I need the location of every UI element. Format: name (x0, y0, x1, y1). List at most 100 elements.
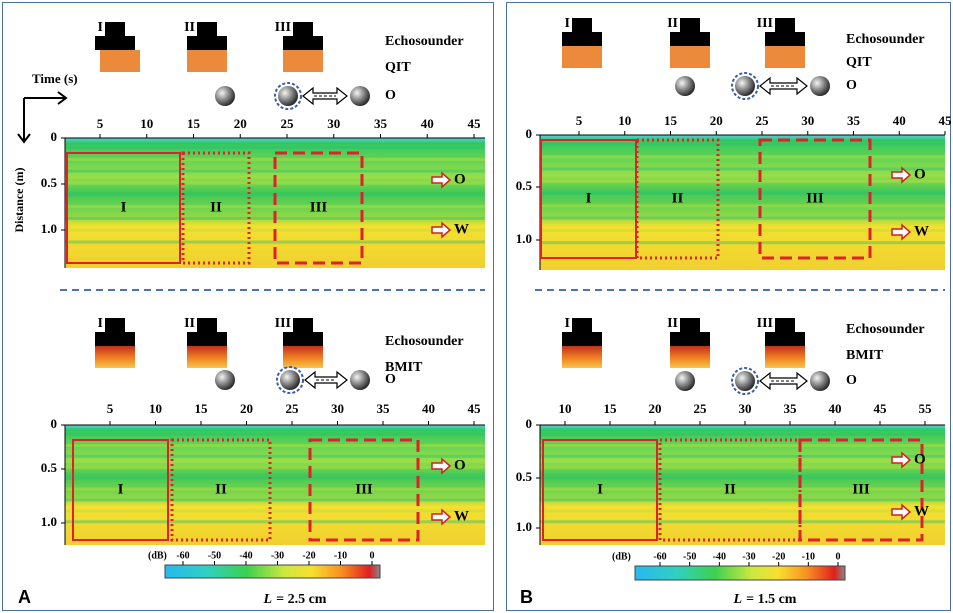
sphere (675, 76, 695, 96)
colorbar-tick-label: -40 (713, 551, 726, 562)
transducer (775, 318, 795, 332)
echogram-stripe (65, 240, 485, 244)
echogram-stripe (65, 520, 485, 524)
x-tick-label: 10 (618, 113, 631, 128)
transducer (95, 346, 135, 368)
transducer (187, 332, 227, 346)
transducer (283, 346, 323, 368)
x-tick-label: 25 (756, 113, 770, 128)
y-axis-title: Distance (m) (12, 168, 26, 233)
marker-label: W (914, 503, 929, 519)
region-box (66, 152, 181, 264)
transducer-label: III (275, 316, 291, 331)
sphere (215, 86, 235, 106)
x-tick-label: 45 (468, 116, 482, 131)
caption: L = 1.5 cm (733, 592, 797, 607)
transducer (100, 50, 140, 72)
echogram-stripe (65, 443, 485, 447)
transducer-label: III (757, 316, 773, 331)
marker-label: O (454, 457, 466, 473)
legend-label: O (846, 78, 857, 93)
x-tick-label: 40 (421, 116, 434, 131)
region-box (658, 438, 802, 542)
colorbar-unit: (dB) (148, 550, 167, 561)
marker-arrow (891, 223, 912, 241)
x-tick-label: 25 (281, 116, 295, 131)
echogram-stripe (65, 169, 485, 173)
echogram-stripe (65, 454, 485, 458)
x-tick-label: 15 (195, 401, 209, 416)
colorbar-tick-label: 0 (836, 551, 841, 562)
marker-label: O (454, 171, 466, 187)
transducer (562, 46, 602, 68)
y-tick-label: 1.0 (516, 231, 532, 246)
region-label: I (121, 199, 127, 215)
colorbar (164, 564, 381, 579)
marker-arrow (431, 171, 452, 189)
echogram-stripe (540, 167, 945, 171)
colorbar-tick-label: -40 (239, 550, 252, 561)
marker-arrow (431, 457, 452, 475)
marker-label: W (454, 508, 469, 524)
echogram-stripe (540, 179, 945, 183)
x-axis-title: Time (s) (32, 71, 78, 86)
marker-label: W (914, 223, 929, 239)
y-tick-label: 0.5 (516, 469, 533, 484)
x-tick-label: 20 (710, 113, 723, 128)
transducer (187, 50, 227, 72)
echogram-stripe (65, 487, 485, 491)
sphere (280, 370, 300, 390)
transducer (572, 18, 592, 32)
x-tick-label: 5 (97, 116, 104, 131)
marker-arrow (431, 508, 452, 526)
transducer-label: II (184, 20, 195, 35)
sphere (278, 86, 298, 106)
echogram-stripe (540, 509, 945, 513)
marker-arrow (891, 451, 912, 469)
transducer-label: I (565, 316, 570, 331)
transducer-label: II (184, 316, 195, 331)
y-tick-label: 0 (51, 129, 58, 144)
panel-border (506, 2, 951, 611)
x-tick-label: 25 (286, 401, 300, 416)
region-box (758, 138, 872, 260)
echogram-stripe (540, 476, 945, 480)
x-tick-label: 55 (919, 401, 933, 416)
transducer-label: II (667, 16, 678, 31)
legend-label: Echosounder (385, 334, 464, 349)
colorbar-tick-label: -20 (772, 551, 785, 562)
x-tick-label: 40 (829, 401, 842, 416)
region-box (635, 138, 720, 260)
echogram-stripe (540, 433, 945, 436)
echogram-stripe (65, 205, 485, 209)
marker-arrow (891, 503, 912, 521)
caption: L = 2.5 cm (263, 592, 327, 607)
transducer-label: III (757, 16, 773, 31)
sphere-outline (276, 366, 304, 394)
transducer (775, 18, 795, 32)
sphere (735, 76, 755, 96)
marker-label: W (454, 221, 469, 237)
region-label: I (597, 481, 603, 497)
region-box (72, 439, 169, 541)
panel-letter: B (520, 587, 533, 607)
echogram-stripe (540, 443, 945, 447)
echogram (540, 425, 945, 545)
colorbar-tick-label: 0 (370, 550, 375, 561)
sphere-outline (731, 367, 759, 395)
region-label: III (310, 199, 328, 215)
transducer (765, 32, 805, 46)
x-tick-label: 30 (327, 116, 340, 131)
transducer (670, 332, 710, 346)
sphere (810, 76, 830, 96)
x-tick-label: 45 (874, 401, 888, 416)
x-tick-label: 35 (374, 116, 388, 131)
panel-letter: A (18, 587, 31, 607)
region-label: II (724, 481, 736, 497)
echogram-stripe (540, 520, 945, 524)
caption-variable: L (263, 592, 273, 607)
x-tick-label: 5 (107, 401, 114, 416)
transducer (293, 22, 313, 36)
region-box (170, 438, 272, 542)
